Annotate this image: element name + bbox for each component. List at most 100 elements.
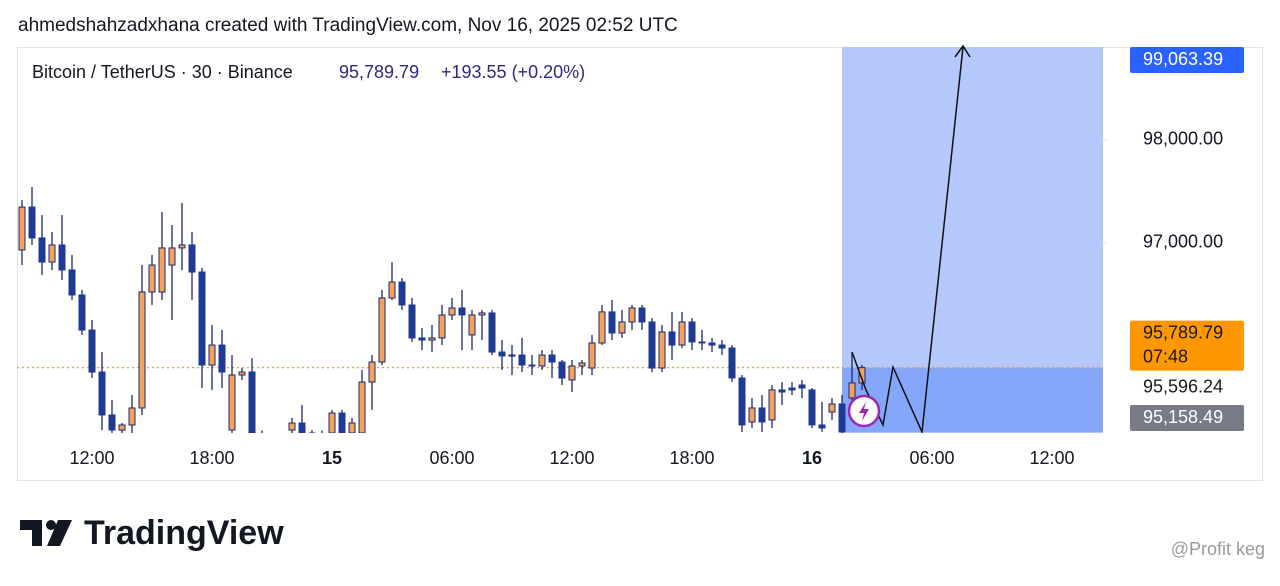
candle-body xyxy=(788,387,796,391)
candle-body xyxy=(418,337,426,341)
projection-line xyxy=(851,47,964,433)
candle-body xyxy=(88,329,96,373)
candle-body xyxy=(508,354,516,357)
watermark: @Profit keg xyxy=(1171,539,1265,559)
candle-body xyxy=(298,422,306,433)
candle-body xyxy=(218,344,226,373)
candle-body xyxy=(188,244,196,273)
candle-body xyxy=(78,294,86,331)
candle-body xyxy=(328,412,336,433)
candle-body xyxy=(338,412,346,433)
candle-body xyxy=(358,381,366,433)
candle-body xyxy=(319,434,325,437)
candle-body xyxy=(259,439,265,449)
candle-body xyxy=(98,371,106,416)
candle-body xyxy=(798,384,806,389)
candle-body xyxy=(428,337,436,341)
candle-body xyxy=(838,403,846,433)
candle-body xyxy=(38,237,46,263)
candle-body xyxy=(158,247,166,293)
candle-body xyxy=(168,247,176,266)
candle-body xyxy=(448,307,456,316)
price-label-box xyxy=(1130,374,1244,401)
candle-body xyxy=(548,354,556,363)
candle-body xyxy=(758,407,766,423)
candle-body xyxy=(18,206,26,251)
candle-body xyxy=(678,321,686,346)
candle-body xyxy=(438,314,446,339)
candle-body xyxy=(808,389,816,426)
candle-body xyxy=(138,291,146,409)
candle-body xyxy=(308,432,316,433)
x-tick-label: 16 xyxy=(802,448,822,468)
candle-body xyxy=(398,281,406,306)
price-label-box xyxy=(1130,405,1244,431)
countdown: 07:48 xyxy=(1143,346,1188,366)
candle-body xyxy=(528,364,536,367)
candle-body xyxy=(718,344,726,349)
candle-body xyxy=(118,424,126,431)
header: ahmedshahzadxhana created with TradingVi… xyxy=(18,15,678,36)
candle-body xyxy=(498,351,506,357)
price-label: 95,596.24 xyxy=(1143,376,1223,396)
price-label: 95,789.79 xyxy=(1143,322,1223,342)
symbol-title: Bitcoin / TetherUS · 30 · Binance xyxy=(32,62,293,82)
candle-body xyxy=(568,365,576,381)
candle-body xyxy=(58,244,66,271)
candle-body xyxy=(688,321,696,343)
plot xyxy=(17,47,1103,449)
candle-body xyxy=(468,314,476,336)
candle-body xyxy=(698,341,706,344)
candle-body xyxy=(458,307,466,316)
overlay xyxy=(847,44,971,428)
price-label-box xyxy=(1130,47,1244,73)
candle-body xyxy=(708,342,716,346)
legend-change: +193.55 (+0.20%) xyxy=(441,62,585,82)
candle-body xyxy=(368,361,376,383)
profit-zone xyxy=(842,47,1103,368)
candle-body xyxy=(578,362,586,367)
candle-body xyxy=(628,307,636,323)
y-tick-label: 97,000.00 xyxy=(1143,232,1223,252)
price-label: 99,063.39 xyxy=(1143,49,1223,69)
price-label: 95,158.49 xyxy=(1143,407,1223,427)
candle-body xyxy=(408,304,416,339)
stop-zone xyxy=(842,367,1103,433)
candle-body xyxy=(128,407,136,426)
candle-body xyxy=(778,389,786,393)
candle-body xyxy=(638,307,646,323)
candle-body xyxy=(269,444,275,449)
candle-body xyxy=(608,311,616,334)
price-label-box xyxy=(1130,320,1244,371)
alert-bolt xyxy=(859,402,869,421)
x-tick-label: 06:00 xyxy=(429,448,474,468)
candle-body xyxy=(279,444,285,449)
candle-body xyxy=(818,424,826,429)
candle-body xyxy=(378,297,386,363)
candle-body xyxy=(538,354,546,367)
candle-body xyxy=(148,264,156,293)
projection-arrowhead xyxy=(954,44,971,58)
y-tick-label: 98,000.00 xyxy=(1143,129,1223,149)
candle-body xyxy=(658,331,666,369)
candle-body xyxy=(858,367,866,384)
candle-body xyxy=(748,407,756,423)
candle-body xyxy=(648,321,656,369)
candle-body xyxy=(478,312,486,316)
x-tick-label: 12:00 xyxy=(1029,448,1074,468)
candle-body xyxy=(768,389,776,421)
candle-body xyxy=(288,422,296,431)
candle-body xyxy=(388,281,396,299)
legend-price: 95,789.79 xyxy=(339,62,419,82)
candle-body xyxy=(238,371,246,376)
candle-body xyxy=(228,374,236,431)
candle-body xyxy=(48,244,56,263)
candle-body xyxy=(558,361,566,379)
candle-body xyxy=(728,347,736,379)
x-tick-label: 18:00 xyxy=(189,448,234,468)
candle-body xyxy=(248,371,256,433)
candle-body xyxy=(488,312,496,353)
candle-body xyxy=(68,269,76,296)
x-tick-label: 18:00 xyxy=(669,448,714,468)
